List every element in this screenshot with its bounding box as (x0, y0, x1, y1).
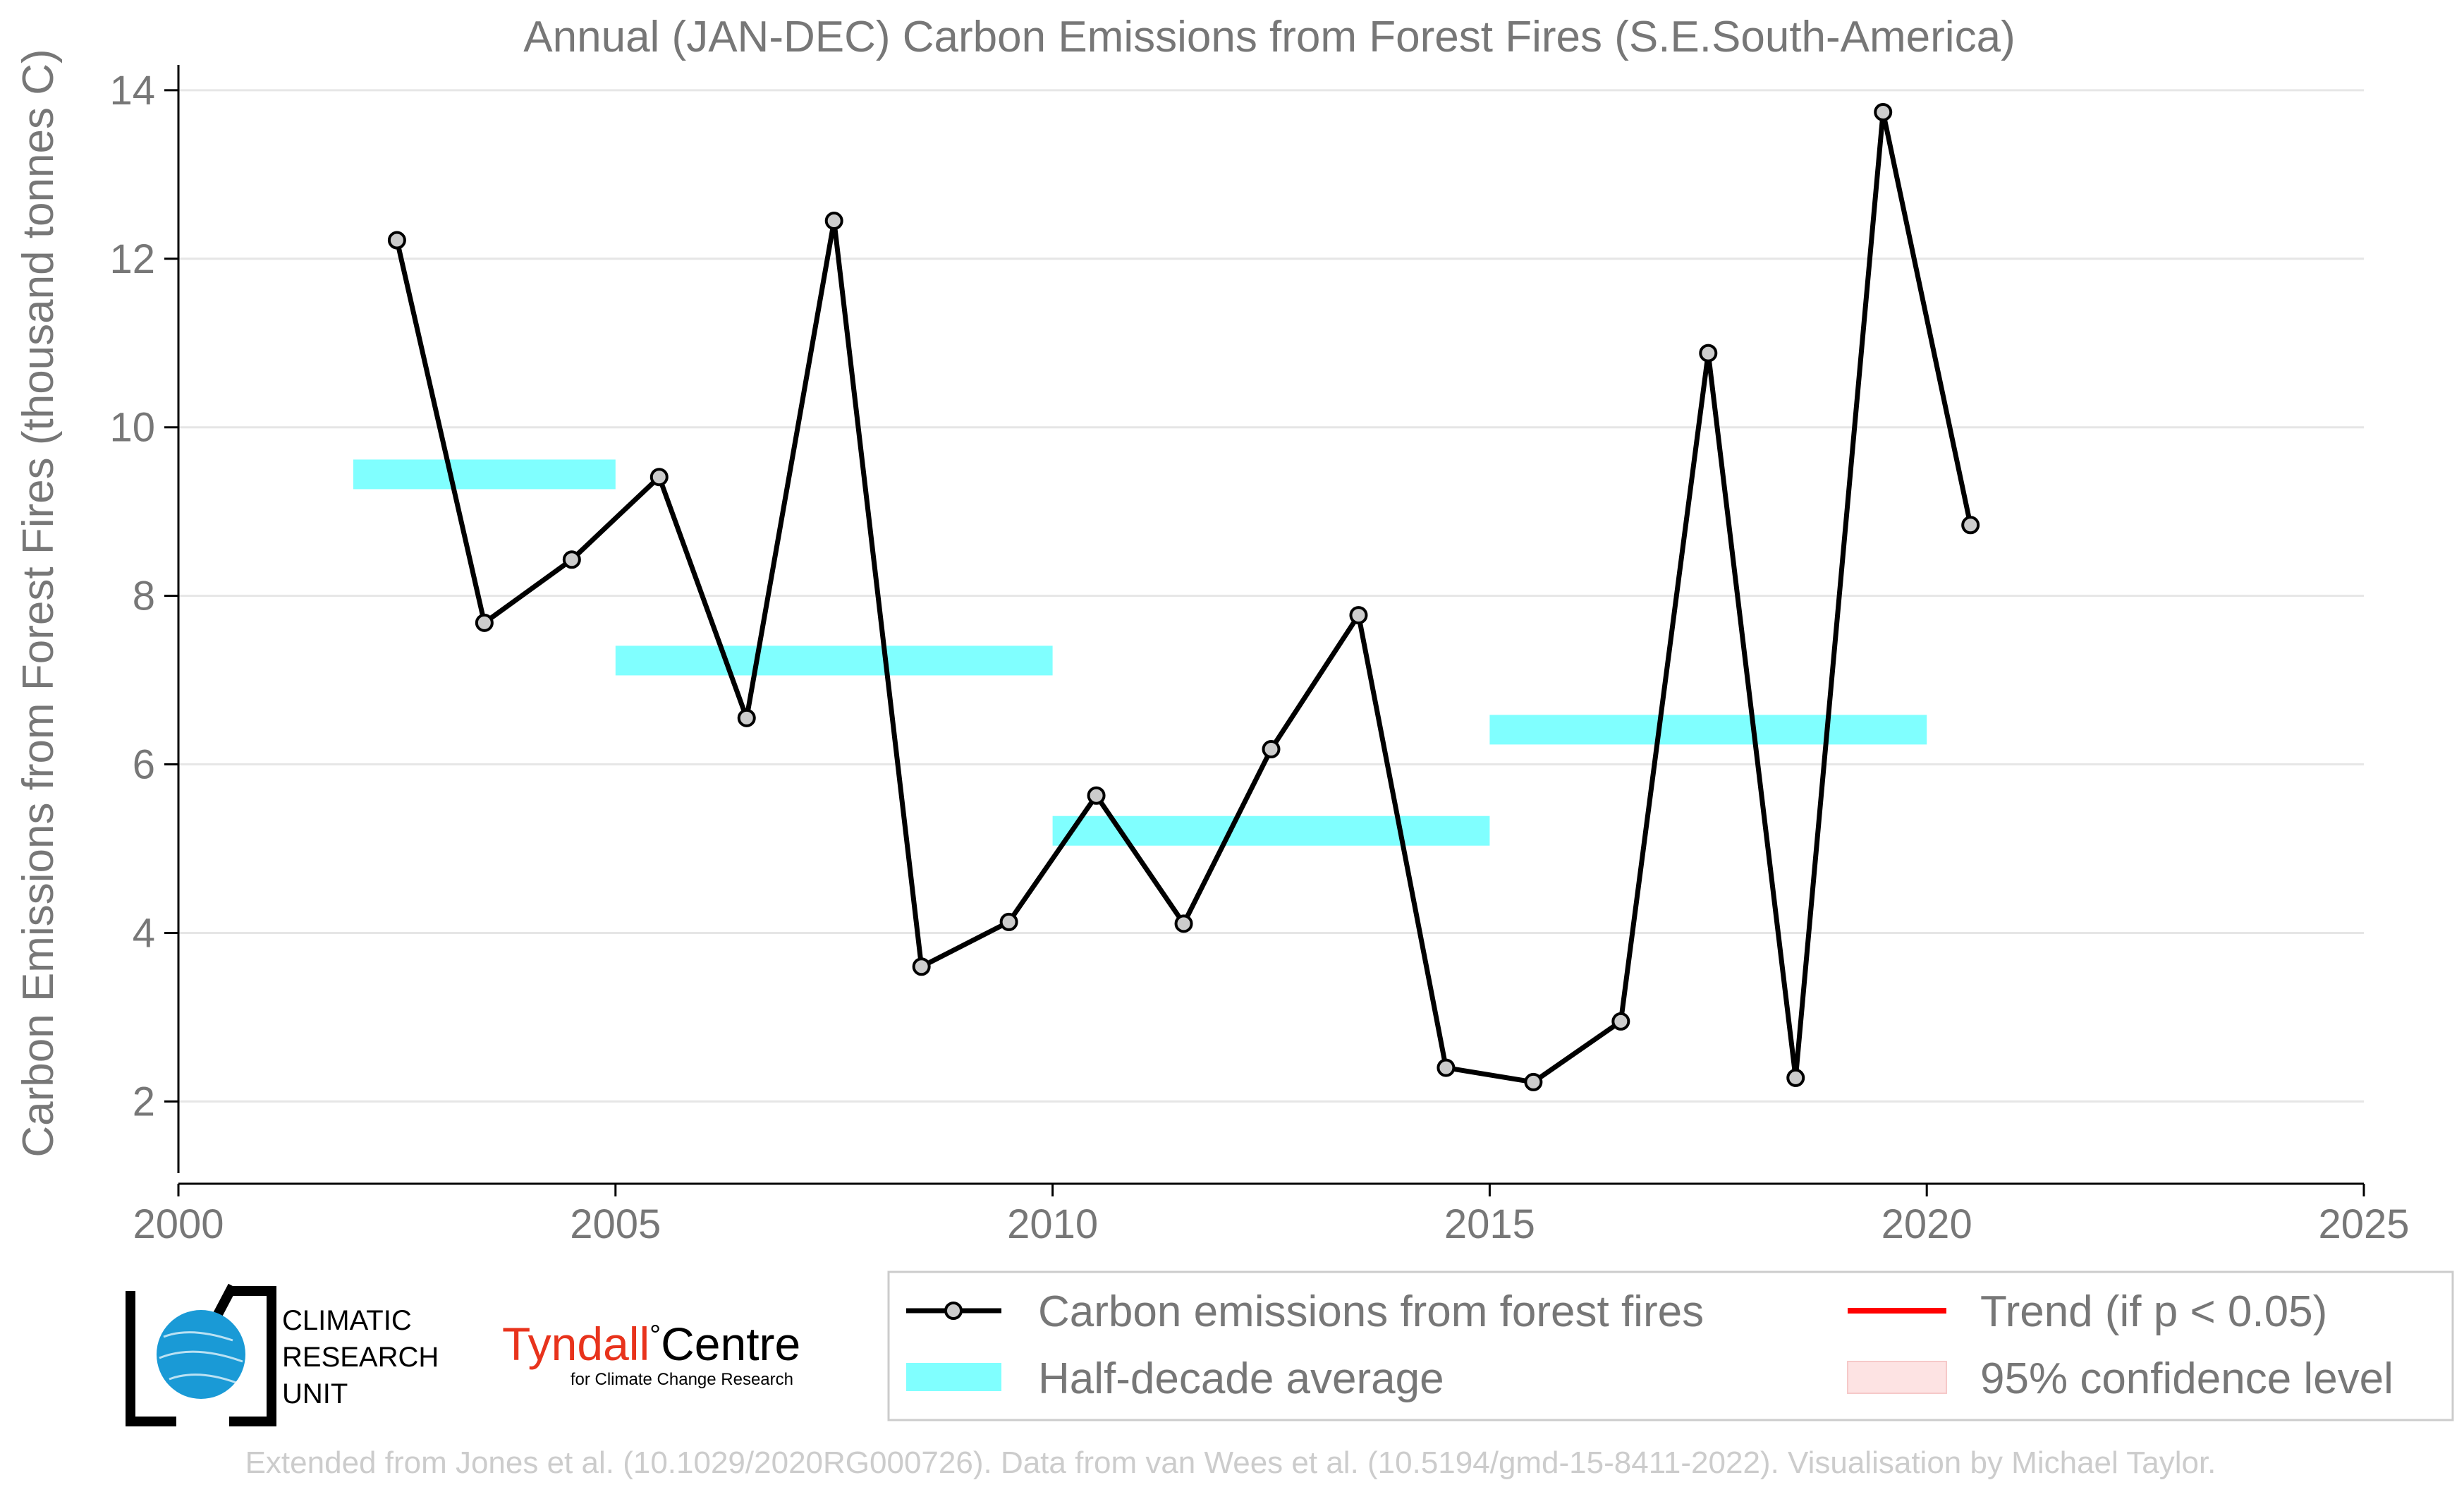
half-decade-bar-1 (615, 645, 1053, 676)
tyndall-logo-main: Tyndall (502, 1318, 649, 1370)
half-decade-bars (353, 459, 1927, 846)
legend-label-trend: Trend (if p < 0.05) (1980, 1287, 2327, 1336)
cru-logo: CLIMATIC RESEARCH UNIT (126, 1283, 439, 1426)
data-point-2003.5 (475, 613, 494, 632)
data-point-2018.5 (1786, 1068, 1805, 1087)
data-point-2019.5 (1874, 102, 1893, 121)
data-point-2005.5 (649, 468, 669, 487)
cru-bracket-right (229, 1286, 276, 1426)
legend-label-emissions: Carbon emissions from forest fires (1038, 1287, 1704, 1336)
data-point-2010.5 (1087, 786, 1106, 805)
y-tick-label-8: 8 (133, 574, 155, 619)
cru-logo-line-1: CLIMATIC (282, 1305, 412, 1336)
emissions-series (387, 102, 1980, 1091)
y-tick-label-10: 10 (109, 405, 155, 451)
emissions-line (394, 109, 1973, 1085)
legend-frame (887, 1270, 2454, 1421)
half-decade-bar-0 (353, 459, 616, 490)
tyndall-logo: Tyndall°Centre for Climate Change Resear… (502, 1318, 800, 1389)
globe-contours (159, 1331, 243, 1384)
tyndall-logo-degree: ° (649, 1320, 661, 1351)
data-point-2017.5 (1699, 344, 1718, 363)
data-point-2007.5 (824, 212, 843, 231)
data-point-2014.5 (1437, 1058, 1456, 1077)
cru-logo-line-2: RESEARCH (282, 1342, 439, 1373)
legend-label-confidence: 95% confidence level (1980, 1354, 2393, 1403)
data-point-2011.5 (1174, 914, 1193, 933)
data-point-2016.5 (1611, 1012, 1630, 1031)
x-tick-label-2020: 2020 (1881, 1201, 1972, 1247)
data-point-2006.5 (737, 708, 756, 727)
tyndall-logo-subtitle: for Climate Change Research (571, 1370, 793, 1389)
legend: Carbon emissions from forest fires Half-… (887, 1270, 2454, 1421)
legend-marker-swatch (944, 1302, 963, 1320)
svg-text:Tyndall°Centre: Tyndall°Centre (502, 1318, 800, 1370)
legend-label-average: Half-decade average (1038, 1354, 1444, 1403)
gridlines (178, 89, 2364, 1103)
cru-logo-line-3: UNIT (282, 1378, 348, 1409)
data-point-2004.5 (562, 550, 581, 569)
data-point-2008.5 (912, 957, 931, 976)
y-tick-label-4: 4 (133, 910, 155, 956)
y-tick-label-12: 12 (109, 236, 155, 282)
data-point-2009.5 (999, 912, 1018, 931)
x-tick-label-2010: 2010 (1007, 1201, 1098, 1247)
half-decade-bar-3 (1489, 715, 1927, 745)
data-point-2020.5 (1961, 516, 1980, 535)
chart-title: Annual (JAN-DEC) Carbon Emissions from F… (523, 13, 2015, 61)
y-tick-labels: 2 4 6 8 10 12 14 (109, 65, 180, 1173)
x-tick-label-2025: 2025 (2318, 1201, 2409, 1247)
y-tick-label-6: 6 (133, 742, 155, 788)
y-axis-label: Carbon Emissions from Forest Fires (thou… (14, 49, 63, 1157)
legend-patch-average (906, 1363, 1001, 1391)
x-axis: 2000 2005 2010 2015 2020 2025 (133, 1182, 2410, 1247)
y-tick-label-14: 14 (109, 68, 155, 114)
data-point-2012.5 (1262, 740, 1281, 759)
tyndall-logo-centre: Centre (661, 1318, 800, 1370)
legend-patch-confidence (1847, 1361, 1947, 1394)
x-tick-label-2005: 2005 (570, 1201, 661, 1247)
data-point-2013.5 (1349, 606, 1368, 625)
cru-bracket-left (126, 1291, 176, 1426)
x-tick-label-2015: 2015 (1444, 1201, 1535, 1247)
data-point-2002.5 (387, 231, 406, 250)
data-point-2015.5 (1524, 1072, 1543, 1091)
x-tick-label-2000: 2000 (133, 1201, 224, 1247)
y-tick-label-2: 2 (133, 1079, 155, 1124)
footer-credits: Extended from Jones et al. (10.1029/2020… (245, 1445, 2216, 1480)
